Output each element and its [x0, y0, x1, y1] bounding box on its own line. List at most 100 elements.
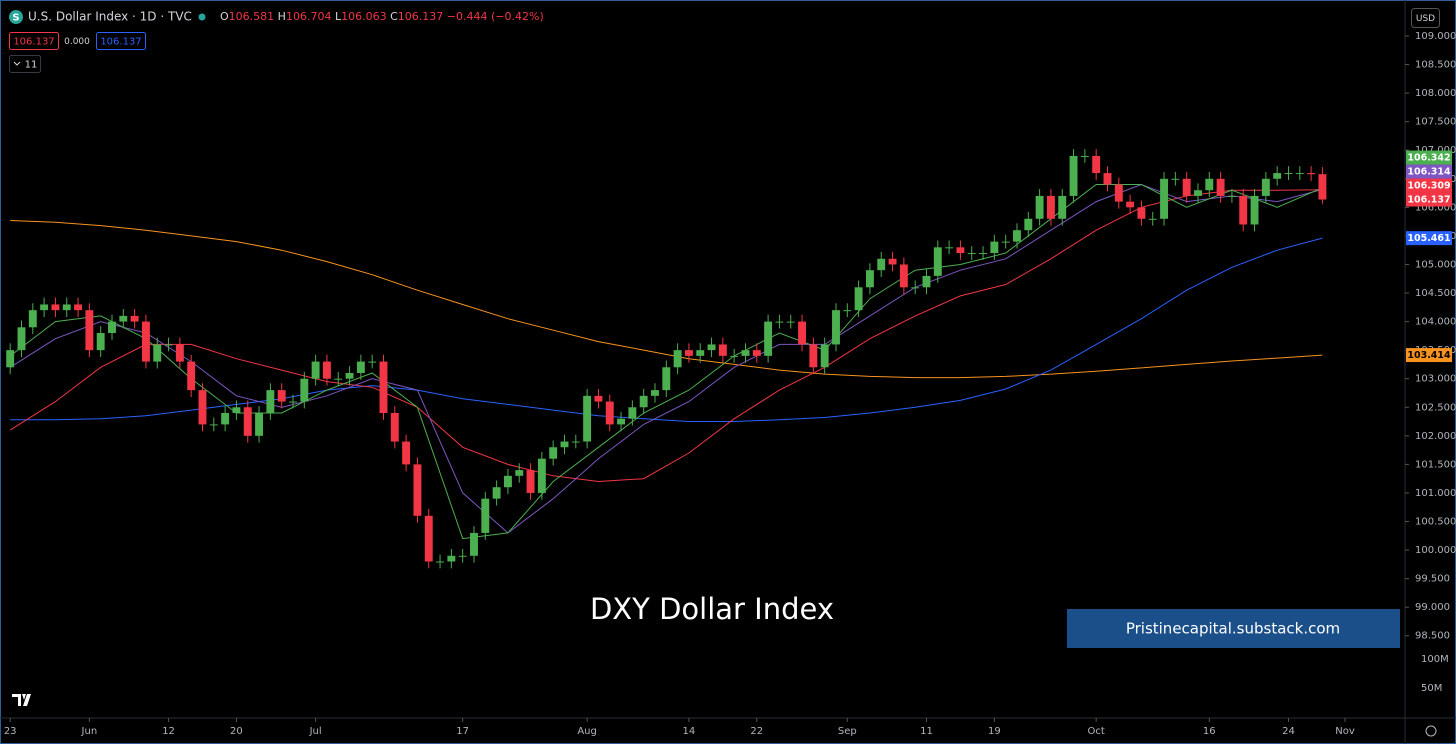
volume-label: 50M: [1421, 683, 1442, 694]
symbol-logo: [9, 10, 23, 24]
candle-body: [832, 310, 840, 345]
candle-body: [311, 361, 320, 379]
candle-body: [243, 407, 252, 436]
source: Pristinecapital.substack.com: [1126, 620, 1340, 638]
y-tick-label: 106.000: [1415, 202, 1456, 213]
candle-body: [1182, 178, 1191, 196]
x-tick-label: 23: [4, 726, 17, 737]
candle-body: [1194, 190, 1202, 196]
candle-body: [187, 361, 196, 391]
y-tick-label: 102.000: [1415, 431, 1456, 442]
candle-body: [1092, 155, 1101, 174]
x-tick-label: 19: [988, 726, 1001, 737]
candle-body: [481, 498, 490, 533]
candle-body: [130, 315, 139, 322]
candle-body: [1284, 173, 1293, 175]
price-tag: [1406, 348, 1452, 363]
candle-body: [1069, 155, 1078, 196]
candle-body: [209, 424, 218, 426]
candle-body: [877, 258, 886, 271]
candle-body: [300, 378, 309, 402]
y-tick-label: 99.000: [1415, 602, 1450, 613]
settings-icon[interactable]: [1425, 725, 1437, 737]
candle-body: [651, 390, 659, 396]
candle-body: [798, 321, 807, 345]
spread: 0.000: [64, 37, 90, 47]
x-tick-label: 11: [920, 726, 933, 737]
x-tick-label: Oct: [1088, 726, 1105, 737]
candle-body: [764, 321, 773, 356]
indicator-count: 11: [25, 60, 38, 71]
candle-body: [153, 344, 162, 362]
y-tick-label: 99.500: [1415, 574, 1450, 585]
x-tick-label: 14: [683, 726, 696, 737]
y-tick-label: 100.000: [1415, 545, 1456, 556]
candle-body: [1114, 184, 1123, 202]
y-tick-label: 98.500: [1415, 631, 1450, 642]
price-tag-label: 106.137: [1407, 195, 1450, 206]
x-tick-label: 22: [750, 726, 763, 737]
sell-box[interactable]: [9, 32, 59, 50]
candle-body: [62, 304, 71, 311]
source-box: [1067, 609, 1400, 648]
candle-body: [334, 378, 343, 380]
y-tick-label: 105.000: [1415, 259, 1456, 270]
ohlc-value: 106.063: [341, 10, 387, 23]
candle-body: [843, 310, 852, 312]
currency-box[interactable]: [1411, 8, 1440, 28]
candle-body: [922, 275, 931, 288]
moving-average: [9, 184, 1323, 540]
candle-body: [1295, 173, 1304, 175]
candle-body: [289, 401, 297, 403]
candle-body: [470, 532, 478, 556]
y-tick-label: 100.500: [1415, 517, 1456, 528]
candle-body: [775, 321, 784, 323]
candle-body: [40, 304, 49, 311]
candle-body: [1024, 218, 1033, 231]
candle-body: [571, 441, 580, 443]
buy-box[interactable]: [96, 32, 146, 50]
moving-average: [9, 189, 1323, 483]
chart-title: U.S. Dollar Index · 1D · TVC: [28, 10, 192, 24]
candle-body: [413, 464, 422, 516]
candle-body: [503, 475, 512, 488]
indicators-toggle[interactable]: [9, 55, 41, 73]
ohlc-prefix: L: [335, 10, 342, 23]
candle-body: [865, 270, 874, 288]
tv-logo: [12, 694, 31, 706]
candle-body: [255, 412, 264, 436]
price-tag-label: 106.342: [1407, 153, 1450, 164]
candle-body: [266, 390, 275, 413]
price-tag: [1406, 178, 1452, 193]
candle-body: [28, 310, 37, 328]
x-tick-label: 20: [230, 726, 243, 737]
candle-body: [492, 487, 501, 499]
candle-body: [1080, 155, 1089, 157]
candle-body: [1318, 174, 1327, 200]
candle-body: [673, 350, 682, 368]
candle-body: [752, 350, 761, 356]
candle-body: [232, 407, 241, 413]
candle-body: [1035, 195, 1044, 219]
x-tick-label: 16: [1203, 726, 1216, 737]
candle-body: [730, 355, 739, 357]
candle-body: [119, 315, 128, 322]
candle-body: [537, 458, 546, 493]
moving-average: [9, 183, 1323, 534]
price-tag-label: 105.461: [1407, 233, 1450, 244]
candle-body: [1001, 241, 1010, 243]
candle-body: [911, 287, 920, 289]
axes: 98.500 99.000 99.500 100.000 100.500 101.000 1…: [4, 31, 1456, 737]
candle-body: [6, 350, 15, 368]
ohlc-value: 106.704: [286, 10, 332, 23]
candle-body: [605, 401, 614, 425]
price-tag-label: 103.414: [1407, 350, 1451, 361]
x-tick-label: 17: [456, 726, 469, 737]
candle-body: [967, 253, 976, 255]
candle-body: [1013, 230, 1021, 242]
x-tick-label: 24: [1282, 726, 1295, 737]
candle-body: [221, 412, 230, 425]
candle-body: [617, 418, 626, 425]
y-tick-label: 101.000: [1415, 488, 1456, 499]
